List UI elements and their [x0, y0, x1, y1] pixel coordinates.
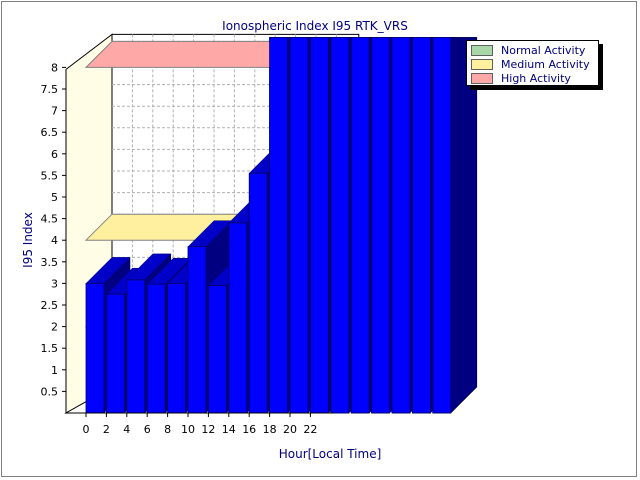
bar [207, 285, 227, 414]
bar [167, 282, 187, 414]
x-tick-label: 4 [123, 423, 130, 436]
bar [146, 283, 166, 414]
y-tick-label: 6 [51, 148, 58, 161]
y-tick-label: 5 [51, 191, 58, 204]
bar-tall [391, 37, 411, 414]
x-tick-label: 18 [263, 423, 277, 436]
y-tick-label: 7 [51, 105, 58, 118]
legend-item-normal: Normal Activity [471, 43, 594, 57]
chart-title: Ionospheric Index I95 RTK_VRS [222, 19, 408, 33]
x-tick-label: 10 [181, 423, 195, 436]
x-axis-label: Hour[Local Time] [279, 447, 382, 461]
x-tick-label: 0 [83, 423, 90, 436]
y-tick-label: 4 [51, 234, 58, 247]
bar-tall [432, 37, 452, 414]
bar-tall [350, 37, 370, 414]
legend-swatch-medium [471, 58, 493, 70]
bar [228, 222, 248, 414]
bar-tall [371, 37, 391, 414]
y-tick-label: 3 [51, 277, 58, 290]
bar-side-tall [450, 37, 478, 414]
x-tick-label: 22 [303, 423, 317, 436]
y-tick-label: 4.5 [41, 213, 59, 226]
x-tick-label: 12 [201, 423, 215, 436]
y-tick-label: 0.5 [41, 385, 59, 398]
y-tick-label: 2 [51, 321, 58, 334]
bar [126, 279, 146, 414]
legend-label-normal: Normal Activity [501, 43, 586, 57]
plot-area: 0.511.522.533.544.555.566.577.580 2 4 6 8 10 1… [41, 33, 478, 436]
x-tick-label: 20 [283, 423, 297, 436]
legend-label-high: High Activity [501, 71, 571, 85]
y-tick-label: 7.5 [41, 83, 59, 96]
y-tick-label: 2.5 [41, 299, 59, 312]
legend: Normal Activity Medium Activity High Act… [466, 40, 599, 86]
bar [85, 282, 105, 414]
bar-tall [330, 37, 350, 414]
x-tick-label: 6 [144, 423, 151, 436]
bar [106, 293, 125, 414]
y-tick-label: 6.5 [41, 126, 59, 139]
bar-tall [289, 37, 309, 414]
x-tick-label: 16 [242, 423, 256, 436]
legend-swatch-normal [471, 44, 493, 56]
x-tick-label: 8 [164, 423, 171, 436]
y-tick-label: 8 [51, 61, 58, 74]
bar-tall [309, 37, 329, 414]
y-axis-label: I95 Index [21, 212, 35, 268]
bar [248, 172, 268, 414]
legend-item-high: High Activity [471, 71, 594, 85]
bar [187, 246, 207, 414]
legend-swatch-high [471, 72, 493, 84]
y-tick-label: 1.5 [41, 342, 59, 355]
x-tick-label: 2 [103, 423, 110, 436]
x-tick-label: 14 [222, 423, 236, 436]
y-tick-label: 1 [51, 364, 58, 377]
y-tick-label: 5.5 [41, 169, 59, 182]
bar-tall [411, 37, 431, 414]
y-tick-label: 3.5 [41, 256, 59, 269]
legend-label-medium: Medium Activity [501, 57, 590, 71]
bar-tall [269, 37, 289, 414]
legend-item-medium: Medium Activity [471, 57, 594, 71]
